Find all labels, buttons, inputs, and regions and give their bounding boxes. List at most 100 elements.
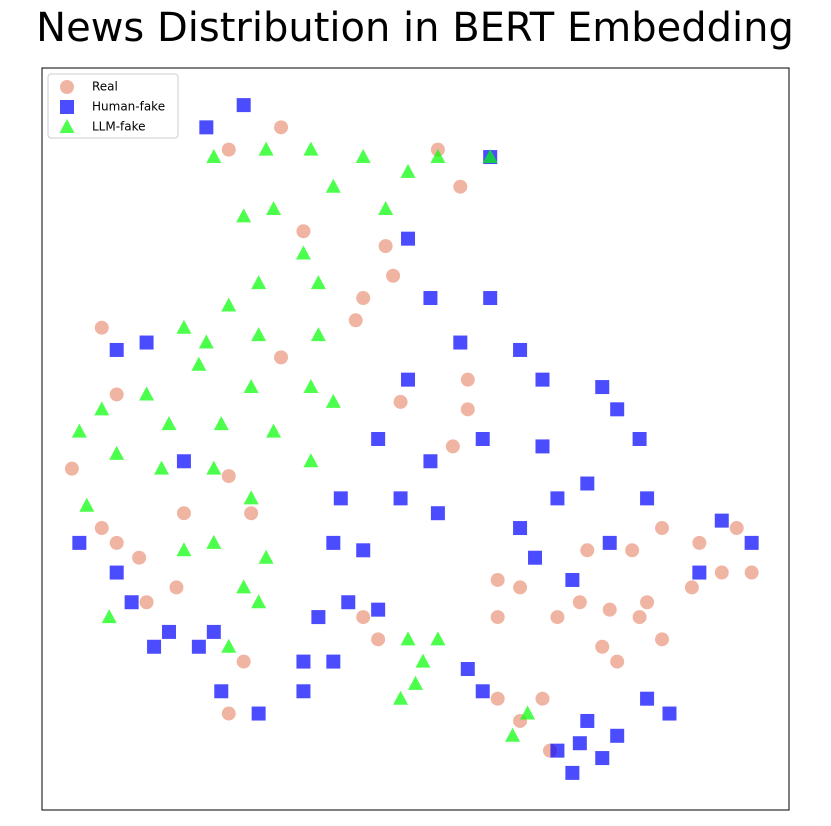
point-triangle — [310, 275, 326, 290]
point-triangle — [161, 416, 177, 431]
point-real — [64, 461, 79, 476]
point-real — [176, 506, 191, 521]
point-triangle — [243, 490, 259, 505]
point-triangle — [505, 727, 521, 742]
point-triangle — [109, 445, 125, 460]
point-square — [401, 372, 416, 387]
point-real — [513, 580, 528, 595]
point-real — [109, 535, 124, 550]
point-square — [423, 454, 438, 469]
legend-label: LLM-fake — [92, 120, 146, 134]
point-triangle — [378, 200, 394, 215]
point-triangle — [355, 149, 371, 164]
point-real — [356, 610, 371, 625]
point-square — [214, 684, 229, 699]
point-triangle — [266, 423, 282, 438]
point-square — [356, 543, 371, 558]
point-square — [692, 565, 707, 580]
point-triangle — [139, 386, 155, 401]
point-square — [475, 432, 490, 446]
point-triangle — [221, 297, 237, 312]
point-triangle — [295, 245, 311, 260]
point-triangle — [206, 149, 222, 164]
point-triangle — [325, 178, 341, 193]
point-real — [460, 402, 475, 417]
point-triangle — [191, 356, 207, 371]
point-triangle — [198, 334, 214, 349]
point-triangle — [251, 275, 267, 290]
point-real — [744, 565, 759, 580]
point-triangle — [393, 690, 409, 705]
point-triangle — [176, 319, 192, 334]
point-square — [610, 402, 625, 417]
point-real — [684, 580, 699, 595]
point-real — [236, 654, 251, 669]
point-square — [393, 491, 408, 506]
point-real — [94, 320, 109, 335]
point-triangle — [415, 653, 431, 668]
point-real — [490, 572, 505, 587]
point-square — [311, 610, 326, 625]
point-real — [274, 120, 289, 135]
point-square — [460, 662, 475, 677]
point-triangle — [176, 542, 192, 557]
point-square — [565, 572, 580, 587]
point-square — [109, 342, 124, 357]
point-square — [595, 380, 610, 395]
point-square — [572, 736, 587, 751]
point-square — [535, 439, 550, 454]
point-square — [513, 342, 528, 357]
point-square — [744, 535, 759, 550]
point-square — [199, 120, 214, 135]
point-triangle — [520, 705, 536, 720]
point-triangle — [400, 631, 416, 646]
point-square — [513, 521, 528, 536]
point-triangle — [236, 208, 252, 223]
legend-label: Real — [92, 80, 118, 94]
point-real — [490, 691, 505, 706]
point-real — [550, 610, 565, 625]
point-real — [445, 439, 460, 454]
point-real — [460, 372, 475, 387]
point-triangle — [430, 631, 446, 646]
point-real — [169, 580, 184, 595]
point-square — [475, 684, 490, 699]
point-triangle — [101, 609, 117, 624]
point-real — [610, 654, 625, 669]
point-real — [655, 521, 670, 536]
point-square — [580, 476, 595, 491]
point-square — [296, 684, 311, 699]
legend: Real Human-fake LLM-fake — [47, 73, 179, 139]
point-triangle — [303, 453, 319, 468]
point-square — [60, 100, 74, 114]
point-square — [139, 335, 154, 350]
point-real — [94, 521, 109, 536]
point-real — [221, 142, 236, 157]
point-triangle — [71, 423, 87, 438]
point-triangle — [94, 401, 110, 416]
point-square — [565, 765, 580, 780]
point-real — [632, 610, 647, 625]
point-real — [453, 179, 468, 194]
point-real — [221, 706, 236, 721]
point-triangle — [266, 200, 282, 215]
point-square — [371, 432, 386, 446]
point-real — [602, 602, 617, 617]
point-triangle — [303, 379, 319, 394]
point-real — [490, 610, 505, 625]
point-square — [251, 706, 266, 721]
point-real — [109, 387, 124, 402]
point-square — [371, 602, 386, 617]
point-triangle — [310, 327, 326, 342]
point-square — [161, 624, 176, 639]
point-square — [535, 372, 550, 387]
point-square — [483, 291, 498, 306]
point-triangle — [206, 534, 222, 549]
point-square — [550, 743, 565, 758]
point-triangle — [221, 638, 237, 653]
point-triangle — [236, 579, 252, 594]
point-real — [132, 550, 147, 565]
point-real — [535, 691, 550, 706]
point-square — [580, 713, 595, 728]
